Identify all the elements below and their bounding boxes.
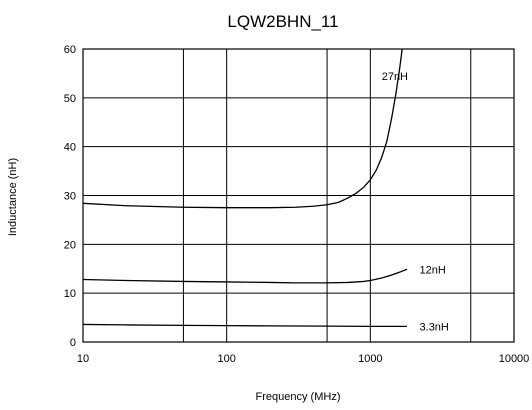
x-tick-label: 10 — [77, 353, 89, 365]
x-axis-ticks: 10 100 1000 10000 — [77, 353, 529, 365]
y-tick-label: 0 — [70, 337, 76, 349]
series-group: 27nH 12nH 3.3nH — [83, 49, 449, 333]
y-tick-label: 30 — [64, 191, 76, 203]
y-axis-ticks: 0 10 20 30 40 50 60 — [64, 44, 76, 349]
series-label: 12nH — [420, 265, 446, 277]
series-label: 3.3nH — [420, 321, 449, 333]
x-tick-label: 10000 — [499, 353, 530, 365]
series-line — [83, 268, 408, 284]
x-tick-label: 1000 — [358, 353, 382, 365]
y-tick-label: 20 — [64, 239, 76, 251]
y-tick-label: 40 — [64, 142, 76, 154]
series-label: 27nH — [382, 71, 408, 83]
series-line — [83, 49, 403, 209]
y-axis-label: Inductance (nH) — [7, 158, 19, 236]
chart-title: LQW2BHN_11 — [227, 12, 338, 31]
y-tick-label: 60 — [64, 44, 76, 56]
x-axis-label: Frequency (MHz) — [256, 391, 341, 403]
y-tick-label: 10 — [64, 288, 76, 300]
series-line — [83, 323, 408, 328]
plot-frame — [82, 48, 515, 343]
grid — [82, 48, 515, 343]
y-tick-label: 50 — [64, 93, 76, 105]
x-tick-label: 100 — [217, 353, 235, 365]
